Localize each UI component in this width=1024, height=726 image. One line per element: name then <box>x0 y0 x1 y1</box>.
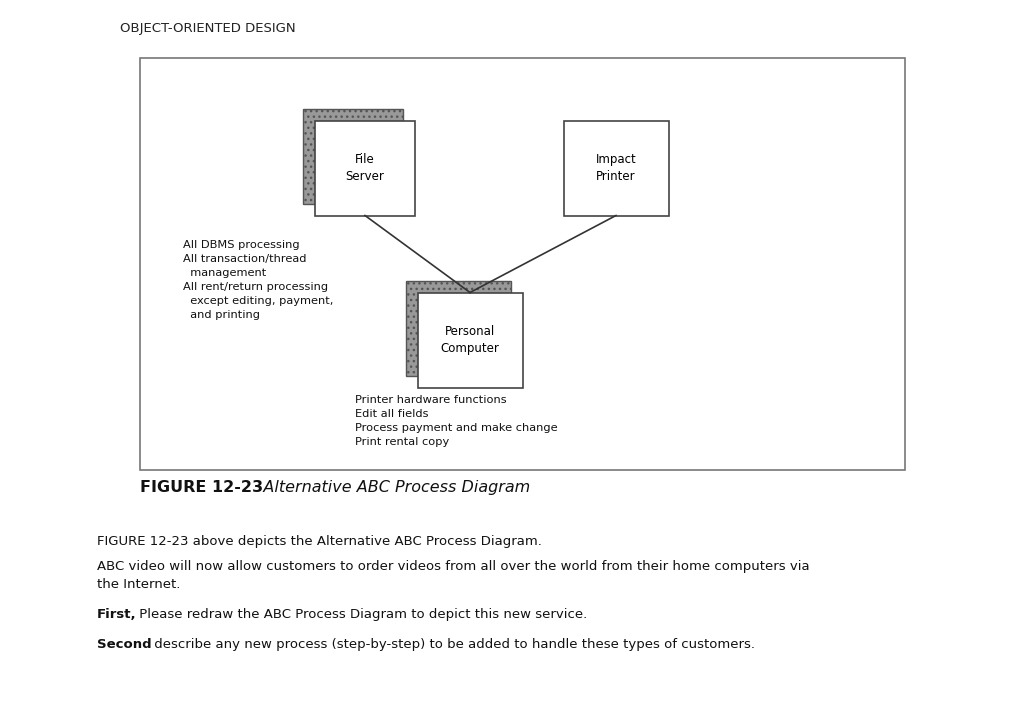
Bar <box>140 58 905 470</box>
Bar <box>418 293 522 388</box>
Bar <box>563 121 669 216</box>
Text: FIGURE 12-23: FIGURE 12-23 <box>140 480 263 495</box>
Bar <box>303 108 403 203</box>
Text: Second: Second <box>97 638 152 651</box>
Bar <box>315 121 415 216</box>
Text: File
Server: File Server <box>345 153 384 183</box>
Text: First,: First, <box>97 608 136 621</box>
Text: All DBMS processing
All transaction/thread
  management
All rent/return processi: All DBMS processing All transaction/thre… <box>183 240 334 320</box>
Text: OBJECT-ORIENTED DESIGN: OBJECT-ORIENTED DESIGN <box>120 22 296 35</box>
Text: Impact
Printer: Impact Printer <box>596 153 636 183</box>
Text: describe any new process (step-by-step) to be added to handle these types of cus: describe any new process (step-by-step) … <box>150 638 755 651</box>
Text: Printer hardware functions
Edit all fields
Process payment and make change
Print: Printer hardware functions Edit all fiel… <box>355 395 558 447</box>
Bar <box>406 280 511 375</box>
Text: Please redraw the ABC Process Diagram to depict this new service.: Please redraw the ABC Process Diagram to… <box>135 608 587 621</box>
Text: FIGURE 12-23 above depicts the Alternative ABC Process Diagram.: FIGURE 12-23 above depicts the Alternati… <box>97 535 542 548</box>
Text: Alternative ABC Process Diagram: Alternative ABC Process Diagram <box>248 480 530 495</box>
Text: ABC video will now allow customers to order videos from all over the world from : ABC video will now allow customers to or… <box>97 560 810 591</box>
Text: Personal
Computer: Personal Computer <box>440 325 500 355</box>
